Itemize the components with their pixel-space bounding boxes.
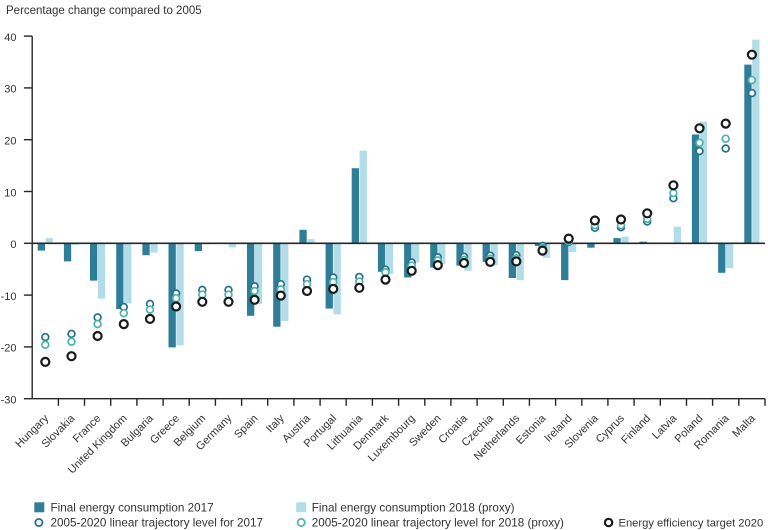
svg-text:0: 0 xyxy=(10,239,16,251)
svg-text:20: 20 xyxy=(4,136,16,148)
svg-text:-30: -30 xyxy=(1,395,17,407)
svg-text:-20: -20 xyxy=(1,343,17,355)
svg-text:-10: -10 xyxy=(1,291,17,303)
svg-text:Energy efficiency target 2020: Energy efficiency target 2020 xyxy=(619,518,764,530)
svg-text:30: 30 xyxy=(4,84,16,96)
svg-text:10: 10 xyxy=(4,187,16,199)
svg-text:2005-2020 linear trajectory le: 2005-2020 linear trajectory level for 20… xyxy=(312,517,564,530)
svg-text:40: 40 xyxy=(4,32,16,44)
svg-text:2005-2020 linear trajectory le: 2005-2020 linear trajectory level for 20… xyxy=(51,517,263,530)
svg-text:Final energy consumption 2018: Final energy consumption 2018 (proxy) xyxy=(312,502,515,515)
svg-text:Percentage change compared to: Percentage change compared to 2005 xyxy=(6,5,202,17)
svg-text:Final energy consumption 2017: Final energy consumption 2017 xyxy=(51,502,214,515)
